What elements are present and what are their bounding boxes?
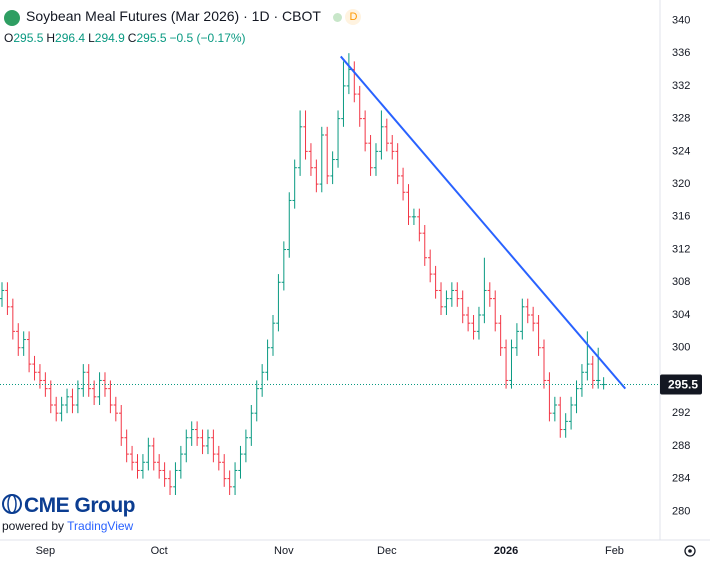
- legend-value: 295.5: [136, 31, 167, 45]
- x-tick-label: Feb: [605, 545, 624, 557]
- x-tick-label: Sep: [36, 545, 56, 557]
- x-tick-label: Oct: [151, 545, 168, 557]
- y-tick-label: 328: [672, 113, 690, 125]
- y-tick-label: 340: [672, 14, 690, 26]
- powered-by: powered by TradingView: [2, 519, 135, 533]
- legend-label: O: [4, 31, 14, 45]
- y-tick-label: 304: [672, 309, 690, 321]
- y-tick-label: 332: [672, 80, 690, 92]
- symbol-icon: [4, 10, 20, 26]
- y-tick-label: 336: [672, 47, 690, 59]
- legend-label: H: [46, 31, 56, 45]
- y-tick-label: 284: [672, 473, 690, 485]
- y-tick-label: 320: [672, 178, 690, 190]
- y-tick-label: 288: [672, 440, 690, 452]
- chart-header: Soybean Meal Futures (Mar 2026) · 1D · C…: [26, 8, 362, 26]
- settings-icon-center: [688, 549, 692, 553]
- legend-value: 296.4: [55, 31, 86, 45]
- powered-by-text: powered by: [2, 519, 65, 533]
- logo-text: CME Group: [24, 494, 136, 517]
- y-tick-label: 280: [672, 505, 690, 517]
- legend-value: 295.5: [13, 31, 44, 45]
- price-tag: [660, 374, 702, 395]
- x-tick-label: 2026: [494, 545, 518, 557]
- legend-value: 294.9: [94, 31, 125, 45]
- trend-line: [339, 55, 627, 390]
- watermark: CME Group powered by TradingView: [2, 494, 136, 533]
- y-tick-label: 312: [672, 243, 690, 255]
- logo-globe: [7, 494, 17, 514]
- y-tick-label: 324: [672, 145, 690, 157]
- ohlc-legend: O295.5 H296.4 L294.9 C295.5 −0.5 (−0.17%): [4, 31, 249, 45]
- x-tick-label: Dec: [377, 545, 397, 557]
- platform-name: TradingView: [67, 519, 134, 533]
- price-tag-label: 295.5: [668, 378, 698, 392]
- settings-icon[interactable]: [684, 545, 696, 557]
- legend-label: L: [88, 31, 95, 45]
- x-tick-label: Nov: [274, 545, 294, 557]
- delay-badge[interactable]: D: [345, 9, 362, 26]
- status-dot: [332, 12, 342, 22]
- y-tick-label: 292: [672, 407, 690, 419]
- chart-title: Soybean Meal Futures (Mar 2026) · 1D · C…: [26, 8, 321, 24]
- y-tick-label: 308: [672, 276, 690, 288]
- y-tick-label: 316: [672, 211, 690, 223]
- y-tick-label: 300: [672, 342, 690, 354]
- legend-label: C: [127, 31, 137, 45]
- legend-change: −0.5 (−0.17%): [169, 31, 246, 45]
